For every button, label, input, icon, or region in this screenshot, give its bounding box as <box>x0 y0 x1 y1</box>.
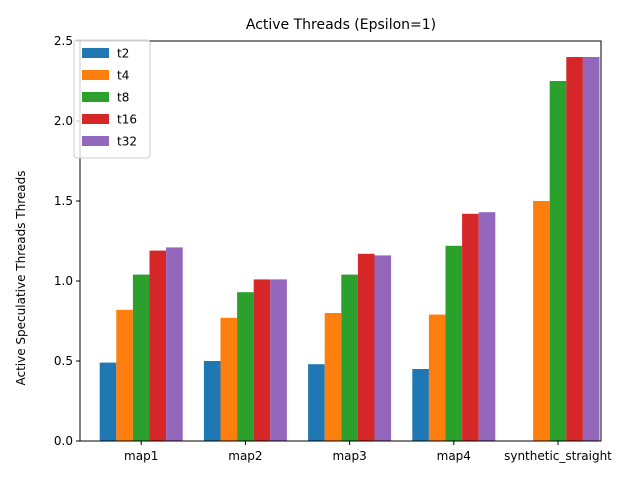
y-tick-label: 1.0 <box>54 274 73 288</box>
legend-box <box>73 39 151 159</box>
bar-t4-map2 <box>220 317 238 441</box>
bar-t4-map1 <box>116 309 133 441</box>
plot-frame <box>79 40 602 442</box>
x-tick-label: synthetic_straight <box>504 449 612 463</box>
bar-t8-map4 <box>445 245 463 441</box>
legend-label-t16: t16 <box>117 113 137 127</box>
y-axis: 0.0 0.5 1.0 1.5 2.0 2.5 <box>54 34 80 448</box>
bar-t2-map3 <box>308 364 325 441</box>
bar-t8-map1 <box>132 274 150 441</box>
legend-swatch-t32 <box>82 136 109 146</box>
y-tick-label: 2.5 <box>54 34 73 48</box>
bar-t4-map3 <box>324 313 342 441</box>
legend-swatch-t2 <box>82 48 109 58</box>
legend-swatch-t8 <box>82 92 109 102</box>
legend-label-t2: t2 <box>117 47 129 61</box>
bar-t2-map2 <box>203 361 221 441</box>
bar-t32-map2 <box>270 279 287 441</box>
x-tick-label: map4 <box>437 449 471 463</box>
x-tick-label: map1 <box>124 449 158 463</box>
bar-t16-synthetic_straight <box>566 57 583 441</box>
bar-t4-synthetic_straight <box>533 201 550 441</box>
bar-t8-synthetic_straight <box>549 81 567 441</box>
y-axis-label: Active Speculative Threads Threads <box>14 170 28 385</box>
legend-swatch-t4 <box>82 70 109 80</box>
legend-label-t8: t8 <box>117 91 129 105</box>
x-tick-label: map3 <box>332 449 366 463</box>
bar-t16-map1 <box>149 250 167 441</box>
bar-t8-map2 <box>237 292 254 441</box>
bar-t16-map4 <box>462 213 479 441</box>
x-axis: map1 map2 map3 map4 synthetic_straight <box>124 441 612 463</box>
bars-group <box>99 57 600 441</box>
y-tick-label: 1.5 <box>54 194 73 208</box>
bar-t4-map4 <box>428 314 446 441</box>
y-tick-label: 0.0 <box>54 434 73 448</box>
legend: t2 t4 t8 t16 t32 <box>73 39 151 159</box>
bar-t32-synthetic_straight <box>582 57 600 441</box>
y-tick-label: 0.5 <box>54 354 73 368</box>
y-tick-label: 2.0 <box>54 114 73 128</box>
bar-t8-map3 <box>341 274 358 441</box>
bar-t16-map2 <box>253 279 271 441</box>
x-tick-label: map2 <box>228 449 262 463</box>
bar-t16-map3 <box>357 253 375 441</box>
bar-t32-map1 <box>166 247 183 441</box>
legend-label-t32: t32 <box>117 135 137 149</box>
legend-swatch-t16 <box>82 114 109 124</box>
bar-t32-map3 <box>374 255 392 441</box>
legend-label-t4: t4 <box>117 69 129 83</box>
bar-t32-map4 <box>478 212 496 441</box>
bar-t2-map4 <box>412 369 429 441</box>
chart-title: Active Threads (Epsilon=1) <box>246 17 436 33</box>
bar-t2-map1 <box>99 362 117 441</box>
